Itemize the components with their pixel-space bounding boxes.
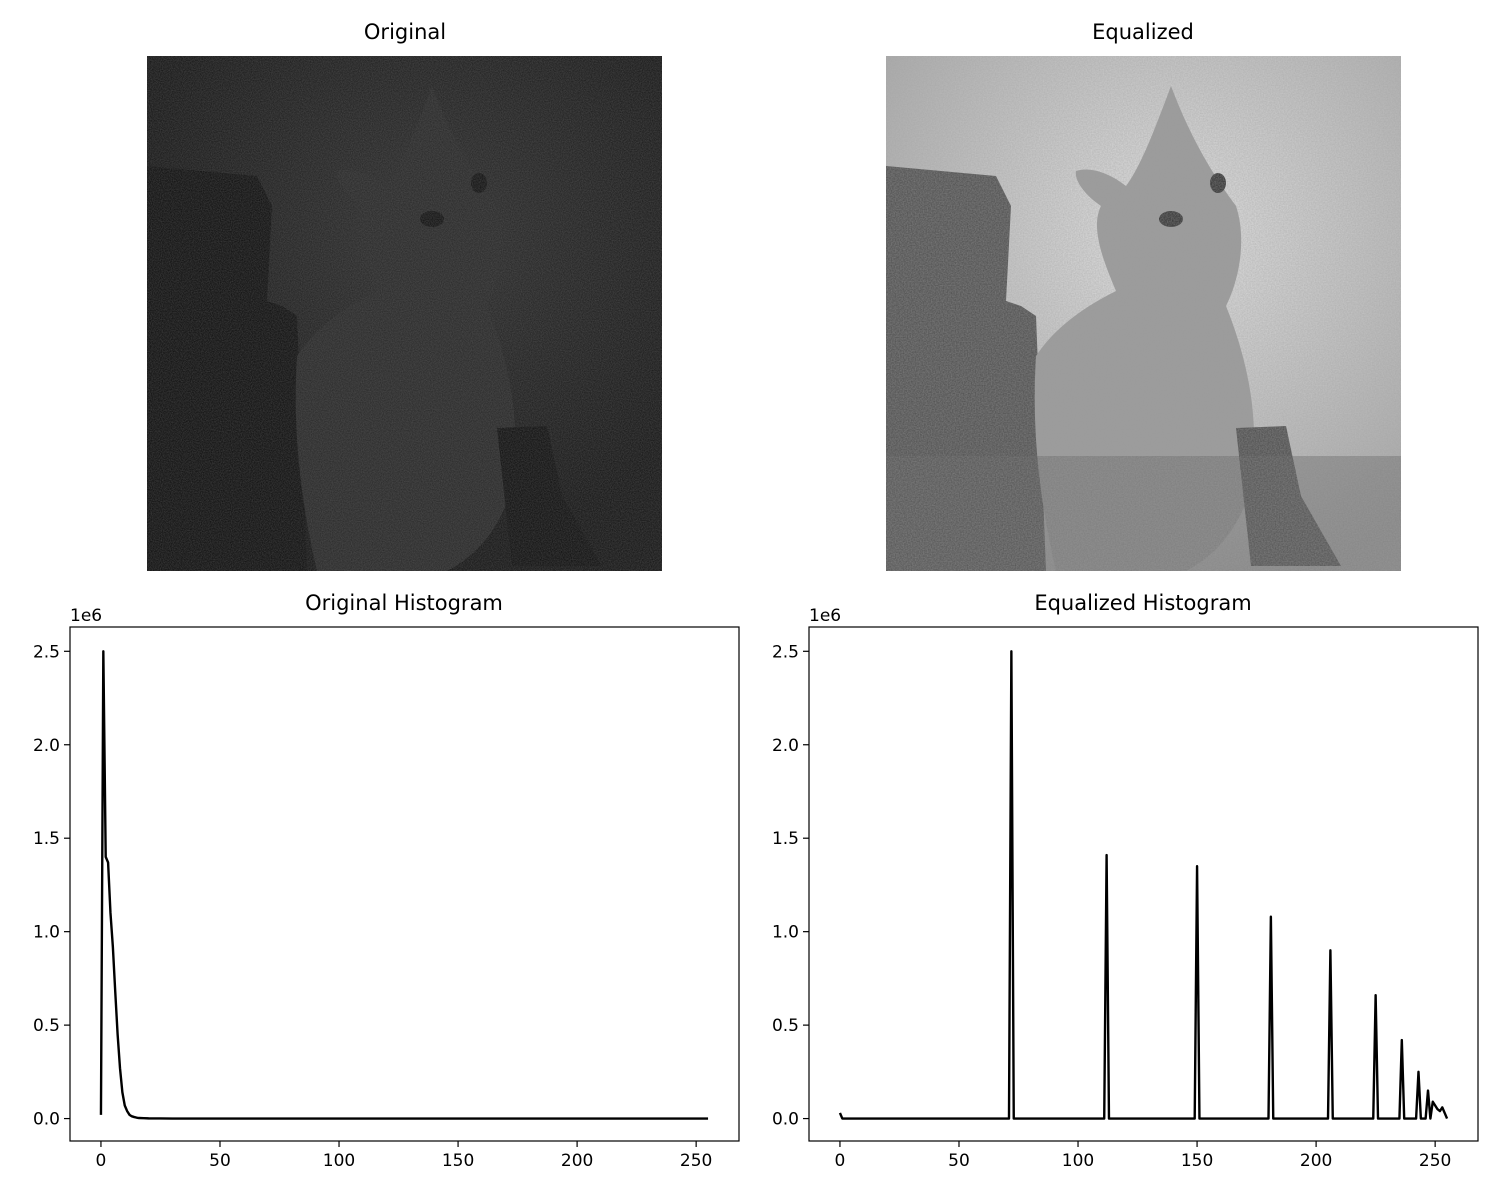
original-histogram-chart: 0 50 100 150 200 250 0.0 0.5 1.0 1.5 2.0 2.5 1e6 xyxy=(33,606,740,1171)
original-histogram-ytick-label: 1.0 xyxy=(33,923,60,943)
equalized-histogram-ytick-label: 1.0 xyxy=(772,923,799,943)
equalized-histogram-ytick-label: 1.5 xyxy=(772,829,799,849)
original-histogram-ytick-label: 0.0 xyxy=(33,1110,60,1130)
original-histogram-series-line xyxy=(99,650,709,1120)
original-histogram-ytick-label: 2.0 xyxy=(33,736,60,756)
original-histogram-xtick-label: 100 xyxy=(323,1151,355,1171)
original-noise xyxy=(147,56,662,571)
equalized-cat-photo xyxy=(886,56,1401,571)
original-histogram-xtick-label: 150 xyxy=(442,1151,474,1171)
original-histogram-axes-frame xyxy=(69,626,740,1142)
equalized-histogram-y-offset-label: 1e6 xyxy=(809,606,841,626)
equalized-histogram-ytick-label: 0.0 xyxy=(772,1110,799,1130)
equalized-image-title: Equalized xyxy=(1092,20,1194,44)
original-image-title: Original xyxy=(363,20,447,44)
original-image xyxy=(147,56,662,571)
equalized-histogram-xtick-label: 0 xyxy=(835,1151,846,1171)
original-histogram-xtick-label: 250 xyxy=(680,1151,712,1171)
original-histogram-xtick-label: 50 xyxy=(209,1151,231,1171)
original-histogram-xtick-label: 0 xyxy=(96,1151,107,1171)
equalized-histogram-xtick-label: 150 xyxy=(1181,1151,1213,1171)
original-histogram-title: Original Histogram xyxy=(305,591,503,615)
equalized-histogram-series-line xyxy=(838,650,1449,1120)
original-histogram-ytick-label: 2.5 xyxy=(33,642,60,662)
original-histogram-ytick-label: 1.5 xyxy=(33,829,60,849)
equalized-histogram-ytick-label: 2.5 xyxy=(772,642,799,662)
equalized-histogram-axes-frame xyxy=(808,626,1479,1142)
equalized-histogram-xtick-label: 250 xyxy=(1419,1151,1451,1171)
equalized-histogram-ytick-label: 2.0 xyxy=(772,736,799,756)
equalized-noise xyxy=(886,56,1401,571)
original-histogram-ytick-label: 0.5 xyxy=(33,1016,60,1036)
equalized-histogram-xtick-label: 100 xyxy=(1062,1151,1094,1171)
original-histogram-xtick-label: 200 xyxy=(561,1151,593,1171)
equalized-image xyxy=(886,56,1401,571)
equalized-histogram-xtick-label: 200 xyxy=(1300,1151,1332,1171)
equalized-histogram-ytick-label: 0.5 xyxy=(772,1016,799,1036)
equalized-histogram-xtick-label: 50 xyxy=(948,1151,970,1171)
original-cat-photo xyxy=(147,56,662,571)
original-histogram-y-offset-label: 1e6 xyxy=(70,606,102,626)
equalized-histogram-title: Equalized Histogram xyxy=(1034,591,1252,615)
equalized-histogram-chart: 0 50 100 150 200 250 0.0 0.5 1.0 1.5 2.0 2.5 1e6 xyxy=(772,606,1479,1171)
